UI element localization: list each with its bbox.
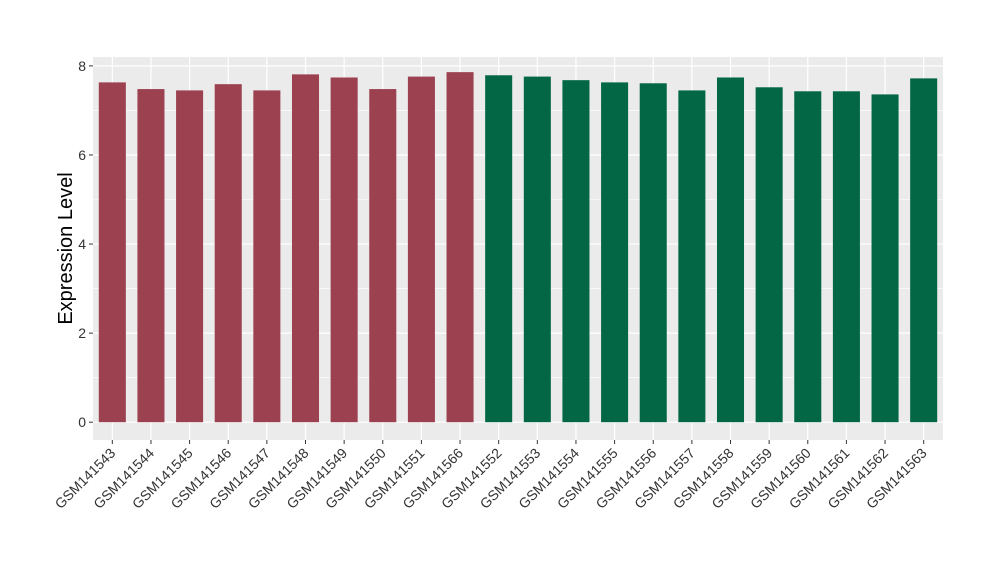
bar-GSM141552 [485,75,513,423]
y-tick-label: 4 [78,236,86,252]
bar-GSM141559 [755,87,783,423]
bar-GSM141548 [291,74,320,423]
bar-GSM141557 [678,90,706,423]
bar-GSM141551 [407,76,435,423]
bar-GSM141547 [253,90,281,423]
bar-GSM141563 [910,78,938,423]
bar-GSM141546 [214,84,242,423]
bar-GSM141555 [601,82,629,423]
bar-GSM141543 [98,82,126,423]
bar-GSM141556 [639,83,667,423]
bar-GSM141561 [832,91,860,423]
y-axis-label: Expression Level [55,172,77,324]
bar-GSM141558 [716,77,745,423]
y-tick-label: 8 [78,58,86,74]
y-tick-label: 6 [78,147,86,163]
bar-GSM141566 [446,72,474,423]
bar-GSM141550 [369,89,397,423]
bar-GSM141562 [871,94,899,423]
bar-GSM141549 [330,77,358,423]
bar-GSM141560 [794,91,822,423]
y-tick-label: 2 [78,325,86,341]
bar-GSM141553 [523,76,551,423]
bar-GSM141544 [137,89,165,423]
y-tick-label: 0 [78,414,86,430]
bar-GSM141545 [176,90,204,423]
bar-GSM141554 [562,80,590,423]
